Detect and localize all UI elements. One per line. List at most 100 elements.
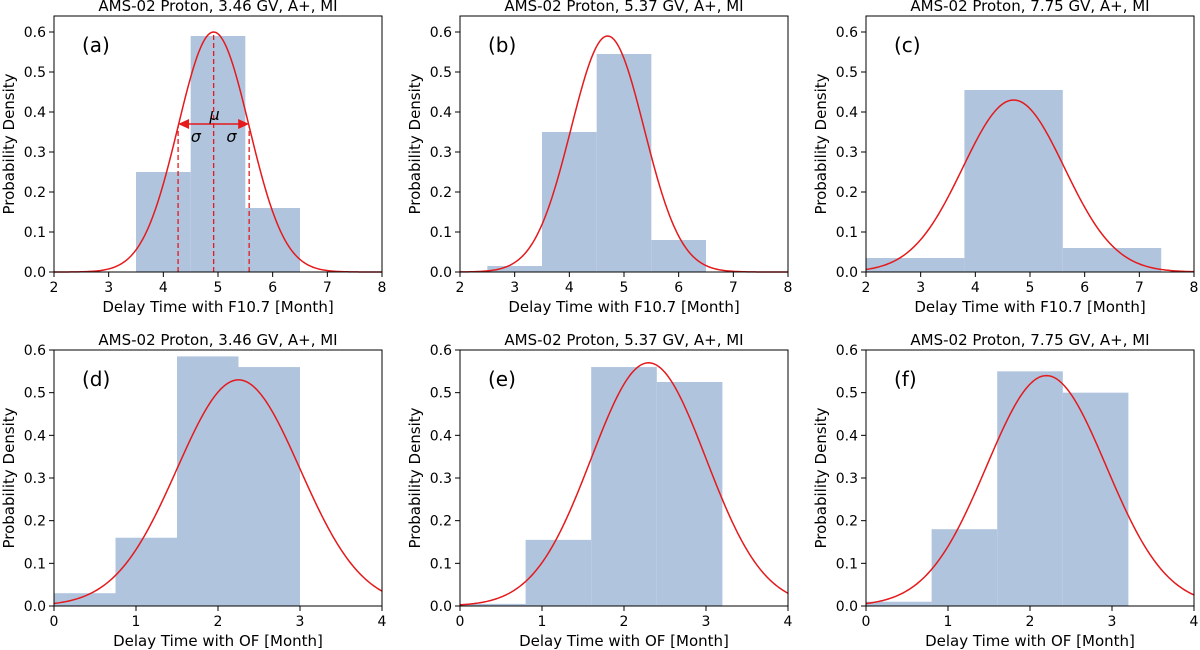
x-tick-label: 1 bbox=[132, 614, 141, 630]
x-tick-label: 4 bbox=[1190, 614, 1199, 630]
y-axis-label: Probability Density bbox=[0, 407, 18, 548]
x-axis-label: Delay Time with OF [Month] bbox=[519, 632, 729, 650]
y-tick-label: 0.0 bbox=[836, 599, 858, 615]
x-tick-label: 7 bbox=[729, 280, 738, 296]
x-axis-label: Delay Time with OF [Month] bbox=[113, 632, 323, 650]
panel-letter: (a) bbox=[82, 33, 110, 57]
gaussian-fit-curve bbox=[865, 99, 1195, 273]
x-tick-label: 5 bbox=[1026, 280, 1035, 296]
y-tick-label: 0.6 bbox=[836, 343, 858, 359]
y-tick-label: 0.6 bbox=[24, 343, 46, 359]
y-tick-label: 0.1 bbox=[836, 225, 858, 241]
y-tick-label: 0.1 bbox=[24, 556, 46, 572]
y-tick-label: 0.5 bbox=[836, 386, 858, 402]
y-tick-label: 0.2 bbox=[430, 514, 452, 530]
gaussian-fit-curve bbox=[54, 31, 382, 273]
x-axis-label: Delay Time with F10.7 [Month] bbox=[914, 298, 1145, 316]
histogram-bar bbox=[238, 367, 300, 606]
x-tick-label: 3 bbox=[296, 614, 305, 630]
panel-a: μσ σ 2 3 4 5 6 7 8 0.0 0.1 0.2 0.3 0.4 0.5 0.6 AMS-02 Pr… bbox=[0, 0, 386, 316]
x-tick-label: 4 bbox=[971, 280, 980, 296]
histogram-bar bbox=[54, 593, 116, 606]
y-tick-label: 0.3 bbox=[24, 145, 46, 161]
histogram-bar bbox=[591, 367, 657, 606]
x-tick-label: 5 bbox=[214, 280, 223, 296]
y-tick-label: 0.1 bbox=[430, 556, 452, 572]
y-tick-label: 0.5 bbox=[430, 386, 452, 402]
x-tick-label: 4 bbox=[784, 614, 793, 630]
panel-title: AMS-02 Proton, 3.46 GV, A+, MI bbox=[98, 331, 337, 349]
x-tick-label: 6 bbox=[674, 280, 683, 296]
histogram-bar bbox=[245, 208, 300, 272]
panel-title: AMS-02 Proton, 7.75 GV, A+, MI bbox=[910, 331, 1149, 349]
x-tick-label: 6 bbox=[268, 280, 277, 296]
histogram-bar bbox=[1062, 248, 1162, 272]
y-tick-label: 0.4 bbox=[836, 105, 858, 121]
panel-title: AMS-02 Proton, 7.75 GV, A+, MI bbox=[910, 0, 1149, 15]
y-tick-label: 0.5 bbox=[24, 386, 46, 402]
y-axis-label: Probability Density bbox=[812, 73, 830, 214]
y-tick-label: 0.1 bbox=[836, 556, 858, 572]
gaussian-fit-curve bbox=[53, 379, 383, 605]
histogram-bar bbox=[964, 90, 1063, 272]
panel-title: AMS-02 Proton, 5.37 GV, A+, MI bbox=[504, 331, 743, 349]
y-tick-label: 0.6 bbox=[24, 25, 46, 41]
mu-sigma-annotation: μσ σ bbox=[177, 32, 250, 272]
y-tick-label: 0.6 bbox=[836, 25, 858, 41]
x-tick-label: 1 bbox=[944, 614, 953, 630]
arrow-head-left bbox=[178, 119, 190, 129]
panel-title: AMS-02 Proton, 5.37 GV, A+, MI bbox=[504, 0, 743, 15]
panel-letter: (c) bbox=[894, 33, 921, 57]
x-tick-label: 6 bbox=[1080, 280, 1089, 296]
histogram-bar bbox=[866, 258, 965, 272]
x-tick-label: 3 bbox=[702, 614, 711, 630]
y-tick-label: 0.0 bbox=[430, 265, 452, 281]
y-tick-label: 0.1 bbox=[430, 225, 452, 241]
histogram-bar bbox=[651, 240, 706, 272]
y-tick-label: 0.3 bbox=[836, 145, 858, 161]
sigma-label-left: σ bbox=[191, 127, 202, 146]
y-axis-label: Probability Density bbox=[812, 407, 830, 548]
panel-letter: (b) bbox=[488, 33, 516, 57]
x-tick-label: 0 bbox=[862, 614, 871, 630]
panel-d: 0 1 2 3 4 0.0 0.1 0.2 0.3 0.4 0.5 0.6 AMS-02 Proton,… bbox=[0, 331, 387, 650]
histogram-bar bbox=[136, 172, 191, 272]
x-tick-label: 5 bbox=[620, 280, 629, 296]
mu-label: μ bbox=[209, 105, 220, 124]
x-tick-label: 7 bbox=[323, 280, 332, 296]
histogram-bar bbox=[596, 54, 652, 272]
x-tick-label: 7 bbox=[1135, 280, 1144, 296]
y-tick-label: 0.6 bbox=[430, 25, 452, 41]
y-tick-label: 0.4 bbox=[836, 428, 858, 444]
sigma-label-right: σ bbox=[226, 127, 237, 146]
panel-letter: (f) bbox=[894, 367, 917, 391]
x-tick-label: 1 bbox=[538, 614, 547, 630]
histogram-bar bbox=[177, 356, 239, 606]
x-tick-label: 8 bbox=[1190, 280, 1199, 296]
y-tick-label: 0.2 bbox=[836, 514, 858, 530]
x-tick-label: 0 bbox=[456, 614, 465, 630]
y-tick-label: 0.6 bbox=[430, 343, 452, 359]
y-tick-label: 0.0 bbox=[24, 265, 46, 281]
x-tick-label: 8 bbox=[784, 280, 793, 296]
y-tick-label: 0.5 bbox=[430, 65, 452, 81]
histogram-bar bbox=[525, 539, 592, 606]
y-axis-label: Probability Density bbox=[0, 73, 18, 214]
x-axis-label: Delay Time with F10.7 [Month] bbox=[508, 298, 739, 316]
y-tick-label: 0.3 bbox=[836, 471, 858, 487]
x-tick-label: 3 bbox=[104, 280, 113, 296]
x-tick-label: 3 bbox=[510, 280, 519, 296]
x-tick-label: 4 bbox=[378, 614, 387, 630]
histogram-bar bbox=[487, 266, 542, 272]
x-tick-label: 2 bbox=[862, 280, 871, 296]
arrow-head-right bbox=[238, 119, 250, 129]
histogram-bar bbox=[997, 371, 1063, 606]
panel-letter: (e) bbox=[488, 367, 516, 391]
y-axis-label: Probability Density bbox=[406, 407, 424, 548]
panel-c: 2 3 4 5 6 7 8 0.0 0.1 0.2 0.3 0.4 0.5 0.6 AMS-02 Proto… bbox=[812, 0, 1198, 316]
y-tick-label: 0.5 bbox=[836, 65, 858, 81]
histogram-bar bbox=[656, 382, 723, 606]
y-tick-label: 0.3 bbox=[430, 471, 452, 487]
x-tick-label: 2 bbox=[50, 280, 59, 296]
y-tick-label: 0.5 bbox=[24, 65, 46, 81]
